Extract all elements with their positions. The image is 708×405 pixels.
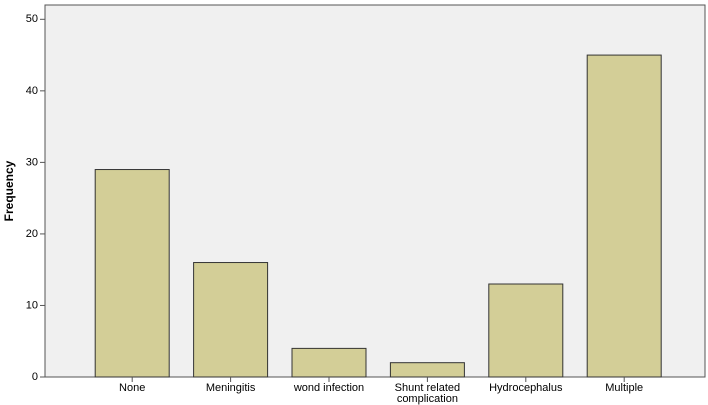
x-tick-label: Hydrocephalus [489, 382, 563, 394]
bar [193, 262, 269, 378]
y-tick-label: 10 [26, 299, 38, 311]
x-tick-label: Meningitis [205, 382, 256, 394]
bar [94, 169, 170, 378]
y-tick-label: 30 [26, 156, 38, 168]
bar [389, 362, 465, 378]
x-tick-label: wond infection [293, 382, 365, 394]
x-tick-label: Shunt related complication [394, 382, 461, 405]
bar [586, 54, 662, 378]
bar [488, 283, 564, 378]
x-tick-label: Multiple [605, 382, 644, 394]
bar [291, 347, 367, 378]
y-tick-label: 0 [32, 371, 38, 383]
y-axis-label: Frequency [2, 160, 16, 221]
y-tick-label: 50 [26, 13, 38, 25]
y-tick-label: 20 [26, 228, 38, 240]
x-tick-label: None [119, 382, 146, 394]
y-tick-label: 40 [26, 85, 38, 97]
